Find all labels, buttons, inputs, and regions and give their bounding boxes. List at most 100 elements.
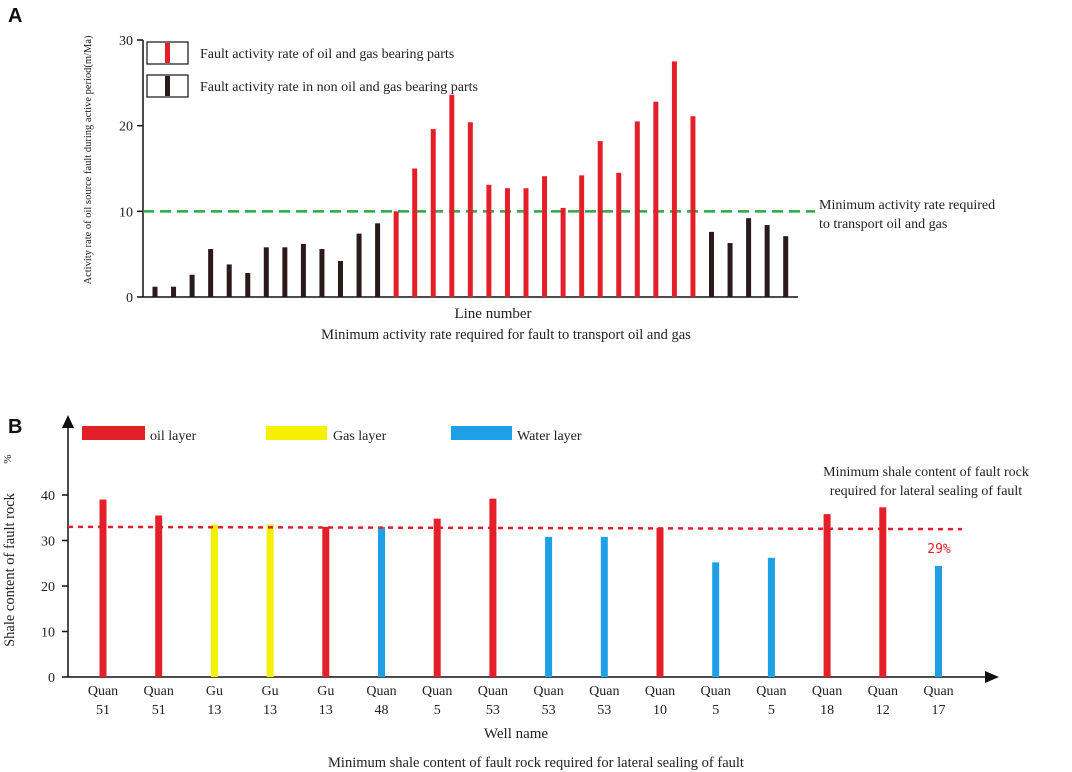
panel-a-bar-5 [226, 264, 232, 297]
panel-b-bar-8 [489, 498, 497, 677]
panel-b-bar-14 [823, 514, 831, 677]
panel-b-y-tick-label: 20 [41, 580, 55, 595]
panel-a-bar-23 [560, 207, 566, 297]
panel-b-x-tick-label-number: 5 [712, 703, 719, 718]
panel-b-x-tick-label-name: Gu [206, 684, 223, 699]
panel-b-x-tick-label-number: 10 [653, 703, 667, 718]
panel-b-x-tick-label-number: 48 [375, 703, 389, 718]
panel-b-x-axis-label: Well name [484, 726, 549, 742]
panel-a-bar-34 [764, 225, 770, 297]
panel-a-bar-13 [375, 223, 381, 297]
panel-b-y-axis-label: Shale content of fault rock [2, 492, 18, 647]
panel-a-bar-3 [189, 274, 195, 297]
panel-b-y-axis-unit: % [2, 454, 14, 463]
panel-b-x-tick-label-number: 13 [319, 703, 333, 718]
panel-b-x-tick-label-number: 5 [768, 703, 775, 718]
panel-b-x-tick-label-number: 13 [263, 703, 277, 718]
legend-swatch-oil-layer [82, 426, 145, 440]
panel-a-bar-15 [412, 168, 418, 297]
panel-b-y-tick-label: 0 [48, 671, 55, 686]
panel-b-bar-7 [433, 518, 441, 677]
panel-a-bar-6 [245, 273, 251, 297]
panel-a-threshold-label-2: to transport oil and gas [819, 217, 947, 232]
panel-a-bar-7 [263, 247, 269, 297]
panel-b-bar-12 [712, 562, 720, 677]
panel-b-legend: oil layer Gas layer Water layer [82, 426, 582, 444]
legend-label-gas-layer: Gas layer [333, 429, 387, 444]
panel-b-bar-4 [266, 524, 274, 677]
panel-b-y-ticks: 0 10 20 30 40 [41, 489, 68, 686]
legend-swatch-gas-layer [266, 426, 327, 440]
panel-a-bar-22 [542, 176, 548, 297]
panel-a-bar-25 [597, 141, 603, 297]
panel-a-y-tick-label: 20 [119, 120, 133, 135]
panel-a-bar-10 [319, 249, 325, 297]
panel-a-bar-4 [208, 249, 214, 297]
panel-b-x-tick-labels: Quan 51 Quan 51 Gu 13 Gu 13 Gu 13 Quan 48 Quan 5 Quan 5… [88, 684, 954, 718]
panel-a-bar-24 [579, 175, 585, 297]
panel-b-bar-5 [322, 526, 330, 677]
panel-a-y-tick-label: 0 [126, 291, 133, 306]
panel-b-bar-3 [210, 524, 218, 677]
panel-a-bars [152, 61, 789, 298]
panel-b-title: Minimum shale content of fault rock requ… [328, 755, 744, 771]
legend-label-water-layer: Water layer [517, 429, 582, 444]
panel-b-bar-10 [600, 536, 608, 677]
panel-a-bar-20 [504, 188, 510, 297]
panel-a-bar-11 [338, 261, 343, 297]
panel-a-y-axis-label: Activity rate of oil source fault during… [83, 35, 94, 285]
panel-b-x-tick-label-name: Gu [317, 684, 334, 699]
panel-b-x-tick-label-name: Quan [88, 684, 118, 699]
panel-a-bar-19 [486, 184, 492, 297]
panel-a-bar-32 [727, 243, 733, 297]
panel-b-x-tick-label-number: 51 [152, 703, 166, 718]
panel-b-x-tick-label-number: 53 [597, 703, 611, 718]
panel-a-bar-35 [783, 236, 789, 297]
legend-swatch-non-oil-bar [165, 76, 170, 96]
panel-a-bar-16 [430, 129, 436, 297]
panel-b-bar-2 [155, 515, 163, 677]
panel-b-y-tick-label: 30 [41, 535, 55, 550]
panel-b-x-tick-label-number: 13 [207, 703, 221, 718]
panel-b-threshold-label-2: required for lateral sealing of fault [830, 484, 1023, 499]
panel-b-x-tick-label-name: Quan [533, 684, 563, 699]
panel-b-x-tick-label-name: Quan [701, 684, 731, 699]
panel-b-bar-1 [99, 499, 107, 677]
panel-b-x-tick-label-number: 53 [486, 703, 500, 718]
panel-b-bar-13 [767, 557, 775, 677]
panel-b-x-tick-label-name: Quan [756, 684, 786, 699]
panel-b-bar-9 [545, 536, 553, 677]
panel-a-bar-28 [653, 101, 659, 298]
panel-b-x-tick-label-number: 18 [820, 703, 834, 718]
panel-b-x-tick-label-name: Quan [589, 684, 619, 699]
panel-a-label: A [8, 5, 22, 27]
panel-a-x-axis-label: Line number [454, 306, 531, 322]
panel-b-threshold-label-1: Minimum shale content of fault rock [823, 465, 1029, 480]
panel-a-bar-26 [616, 172, 622, 297]
panel-b-bar-15 [879, 507, 887, 677]
panel-b-y-axis-arrow-icon [62, 415, 74, 428]
legend-label-oil-layer: oil layer [150, 429, 197, 444]
panel-a-bar-33 [746, 218, 752, 297]
panel-b-label: B [8, 416, 22, 438]
panel-a-bar-31 [709, 231, 714, 297]
panel-b-bar-11 [656, 527, 664, 677]
panel-a-bar-27 [634, 121, 640, 297]
panel-a-bar-2 [171, 286, 177, 297]
panel-b-bar-16 [935, 565, 942, 677]
panel-a-bar-30 [690, 116, 696, 297]
legend-swatch-water-layer [451, 426, 512, 440]
panel-a-y-tick-label: 30 [119, 34, 133, 49]
panel-a-bar-18 [467, 122, 473, 298]
panel-b-x-tick-label-number: 53 [542, 703, 556, 718]
legend-label-oil: Fault activity rate of oil and gas beari… [200, 47, 454, 62]
panel-a-bar-8 [282, 247, 288, 297]
panel-a-bar-9 [300, 243, 306, 297]
panel-b-y-tick-label: 10 [41, 626, 55, 641]
panel-a-bar-1 [152, 286, 158, 297]
panel-b-x-tick-label-number: 5 [434, 703, 441, 718]
panel-a-bar-17 [449, 94, 455, 298]
panel-a-threshold-label-1: Minimum activity rate required [819, 198, 995, 213]
legend-swatch-oil-bar [165, 43, 170, 63]
panel-a-bar-14 [393, 211, 399, 297]
